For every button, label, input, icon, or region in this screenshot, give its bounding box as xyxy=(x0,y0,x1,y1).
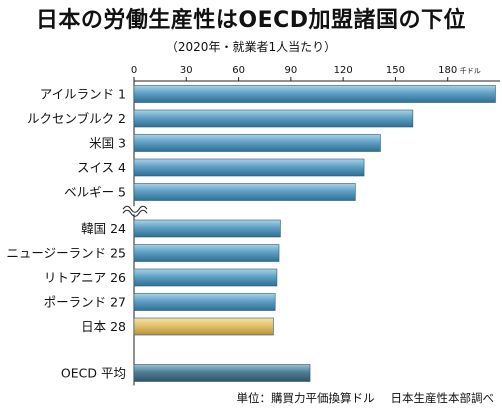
x-tick-label: 90 xyxy=(284,65,297,76)
x-tick-label: 150 xyxy=(386,65,405,76)
category-label: 米国 3 xyxy=(89,136,126,151)
bar xyxy=(133,85,496,103)
x-unit-label: 千ドル xyxy=(460,66,481,75)
category-label: アイルランド 1 xyxy=(40,87,126,102)
chart-title: 日本の労働生産性はOECD加盟諸国の下位 xyxy=(35,8,467,33)
x-tick-label: 180 xyxy=(438,65,457,76)
x-tick-label: 60 xyxy=(232,65,245,76)
category-label: 日本 28 xyxy=(81,319,126,334)
category-label: OECD 平均 xyxy=(61,366,126,381)
category-label: 韓国 24 xyxy=(81,221,126,236)
category-label: リトアニア 26 xyxy=(44,270,126,285)
category-label: スイス 4 xyxy=(77,160,126,175)
unit-note: 単位：購買力平価換算ドル xyxy=(236,391,375,405)
x-tick-label: 120 xyxy=(334,65,353,76)
bar xyxy=(133,109,414,128)
axis-break-mark xyxy=(122,209,148,217)
bar xyxy=(133,134,381,152)
bar xyxy=(133,158,365,177)
category-label: ポーランド 27 xyxy=(44,295,126,310)
category-label: ルクセンブルク 2 xyxy=(27,111,126,126)
bar-highlight xyxy=(133,317,274,336)
x-tick-label: 30 xyxy=(180,65,193,76)
category-label: ベルギー 5 xyxy=(64,185,126,200)
bar xyxy=(133,183,356,201)
bar xyxy=(133,293,276,311)
x-tick-label: 0 xyxy=(131,65,137,76)
bar xyxy=(133,268,278,287)
bar xyxy=(133,244,280,262)
source-note: 単位：購買力平価換算ドル 日本生産性本部調べ xyxy=(237,390,495,406)
category-label: ニュージーランド 25 xyxy=(6,246,126,261)
source-credit: 日本生産性本部調べ xyxy=(390,391,495,405)
chart-subtitle: （2020年・就業者1人当たり） xyxy=(165,40,337,54)
bar xyxy=(133,219,281,238)
bar-average xyxy=(133,364,311,382)
axis-break-mark xyxy=(122,205,148,213)
